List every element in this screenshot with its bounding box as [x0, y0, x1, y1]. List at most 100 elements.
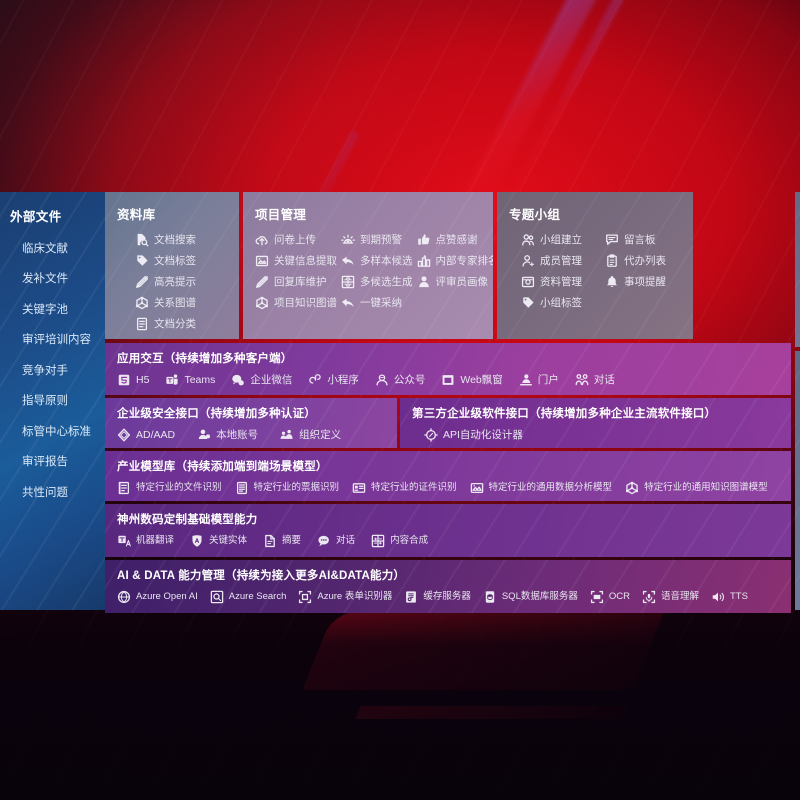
tts-icon: [711, 590, 725, 604]
project-item-thanks-like[interactable]: 点赞感谢: [417, 233, 494, 247]
group-item-member-management[interactable]: 成员管理: [521, 254, 601, 268]
group-item-material-management[interactable]: 资料管理: [521, 275, 601, 289]
interaction-item-portal[interactable]: 门户: [519, 373, 559, 387]
aidata-item-azure-openai[interactable]: Azure Open AI: [117, 590, 198, 604]
sidebar-item-review-training[interactable]: 审评培训内容: [22, 334, 91, 346]
interaction-item-official-account[interactable]: 公众号: [375, 373, 425, 387]
industry-item-data-analysis-model[interactable]: 特定行业的通用数据分析模型: [470, 481, 612, 495]
sql-database-icon: [483, 590, 497, 604]
aidata-item-ocr[interactable]: OCR: [590, 590, 630, 604]
pen-icon: [255, 275, 269, 289]
aidata-items: Azure Open AI Azure Search Azure 表单识别器: [117, 590, 781, 604]
sidebar-item-common-issues[interactable]: 共性问题: [22, 486, 68, 499]
project-items: 问卷上传 到期预警 点赞感谢: [255, 233, 493, 310]
library-item-highlight[interactable]: 高亮提示: [135, 275, 231, 289]
base-title: 神州数码定制基础模型能力: [117, 514, 258, 526]
background-vignette: [0, 585, 800, 800]
entity-icon: [190, 534, 204, 548]
library-item-label: 关系图谱: [154, 296, 196, 309]
interaction-item-miniprogram[interactable]: 小程序: [308, 373, 359, 387]
project-item-knowledge-graph[interactable]: 项目知识图谱: [255, 296, 337, 310]
project-item-label: 多样本候选: [360, 254, 413, 267]
file-recognition-icon: [117, 481, 131, 495]
library-item-doc-classify[interactable]: 文档分类: [135, 317, 231, 331]
security-item-ad-aad[interactable]: AD/AAD: [117, 428, 175, 442]
aidata-item-form-recognizer[interactable]: Azure 表单识别器: [298, 590, 392, 604]
industry-item-id-recognition[interactable]: 特定行业的证件识别: [352, 481, 457, 495]
aidata-item-azure-search[interactable]: Azure Search: [210, 590, 286, 604]
group-item-todo-list[interactable]: 代办列表: [605, 254, 685, 268]
base-item-key-entity[interactable]: 关键实体: [190, 534, 247, 548]
base-item-summary[interactable]: 摘要: [263, 534, 301, 548]
sidebar-item-keyword-pool[interactable]: 关键字池: [22, 303, 68, 316]
group-item-label: 留言板: [624, 233, 656, 246]
right-column: RAID运营管理分析 用户锻炼 角色管理 QA 采纳分析: [794, 192, 800, 610]
aidata-item-sql-database[interactable]: SQL数据库服务器: [483, 590, 578, 604]
thirdparty-items: API自动化设计器: [412, 428, 781, 442]
security-item-org-definition[interactable]: 组织定义: [280, 428, 341, 442]
library-item-relation-graph[interactable]: 关系图谱: [135, 296, 231, 310]
interaction-item-web-float-window[interactable]: Web飘窗: [441, 373, 503, 387]
background-shape-1: [302, 612, 664, 690]
project-item-multi-sample-candidate[interactable]: 多样本候选: [341, 254, 413, 268]
aidata-item-label: 缓存服务器: [423, 591, 471, 603]
project-item-key-info-extract[interactable]: 关键信息提取: [255, 254, 337, 268]
graph-icon: [135, 296, 149, 310]
center-column: 资料库 文档搜索 文档标签: [105, 192, 791, 613]
project-item-expiry-alert[interactable]: 到期预警: [341, 233, 413, 247]
sidebar-item-competitors[interactable]: 竞争对手: [22, 364, 68, 377]
interaction-item-teams[interactable]: Teams: [165, 373, 215, 387]
industry-item-receipt-recognition[interactable]: 特定行业的票据识别: [235, 481, 339, 495]
miniprogram-icon: [308, 373, 322, 387]
data-analysis-icon: [470, 481, 484, 495]
group-item-label: 成员管理: [540, 254, 582, 267]
security-item-local-account[interactable]: 本地账号: [197, 428, 258, 442]
project-item-label: 一键采纳: [360, 296, 402, 309]
bell-icon: [605, 275, 619, 289]
doc-search-icon: [135, 233, 149, 247]
project-title: 项目管理: [255, 208, 307, 222]
project-item-reply-library-maintain[interactable]: 回复库维护: [255, 275, 337, 289]
sidebar-item-clinical-literature[interactable]: 临床文献: [22, 242, 68, 255]
interaction-item-dialog[interactable]: 对话: [575, 373, 615, 387]
project-item-multi-candidate-generate[interactable]: 多候选生成: [341, 275, 413, 289]
project-item-reviewer-profile[interactable]: 评审员画像: [417, 275, 494, 289]
base-item-dialog[interactable]: 对话: [317, 534, 355, 548]
group-item-group-tag[interactable]: 小组标签: [521, 296, 601, 310]
library-title: 资料库: [117, 208, 156, 222]
aidata-item-cache-server[interactable]: 缓存服务器: [404, 590, 471, 604]
project-item-questionnaire-upload[interactable]: 问卷上传: [255, 233, 337, 247]
grid-expand-icon: [341, 275, 355, 289]
library-item-doc-tag[interactable]: 文档标签: [135, 254, 231, 268]
project-item-label: 问卷上传: [274, 233, 316, 246]
industry-item-knowledge-graph-model[interactable]: 特定行业的通用知识图谱模型: [625, 481, 768, 495]
group-item-create-group[interactable]: 小组建立: [521, 233, 601, 247]
interface-row: 企业级安全接口（持续增加多种认证） AD/AAD 本地账号: [105, 398, 791, 448]
interaction-item-h5[interactable]: H5: [117, 373, 149, 387]
band-ai-data-capability: AI & DATA 能力管理（持续为接入更多AI&DATA能力） Azure O…: [105, 560, 791, 613]
aidata-item-label: 语音理解: [660, 591, 699, 603]
interaction-item-wecom[interactable]: 企业微信: [231, 373, 292, 387]
industry-item-file-recognition[interactable]: 特定行业的文件识别: [117, 481, 222, 495]
message-board-icon: [605, 233, 619, 247]
base-item-label: 关键实体: [209, 535, 248, 547]
aidata-item-tts[interactable]: TTS: [711, 590, 748, 604]
thirdparty-item-api-designer[interactable]: API自动化设计器: [424, 428, 523, 442]
group-item-message-board[interactable]: 留言板: [605, 233, 685, 247]
library-item-doc-search[interactable]: 文档搜索: [135, 233, 231, 247]
sidebar-item-review-report[interactable]: 审评报告: [22, 456, 68, 468]
sidebar-item-standards-center[interactable]: 标管中心标准: [22, 425, 91, 438]
thirdparty-item-label: API自动化设计器: [443, 428, 523, 441]
sidebar-item-guidelines[interactable]: 指导原则: [22, 395, 68, 407]
group-item-event-reminder[interactable]: 事项提醒: [605, 275, 685, 289]
voice-icon: [642, 590, 656, 604]
sidebar-item-supplement-docs[interactable]: 发补文件: [22, 273, 68, 285]
project-item-internal-expert-ranking[interactable]: 内部专家排名: [417, 254, 493, 268]
receipt-icon: [235, 481, 249, 495]
aidata-item-voice-understanding[interactable]: 语音理解: [642, 590, 699, 604]
project-item-one-click-adopt[interactable]: 一键采纳: [341, 296, 413, 310]
base-item-machine-translation[interactable]: 机器翻译: [117, 534, 174, 548]
base-item-content-synthesis[interactable]: 内容合成: [371, 534, 428, 548]
aidata-item-label: TTS: [730, 591, 748, 603]
upload-cloud-icon: [255, 233, 269, 247]
